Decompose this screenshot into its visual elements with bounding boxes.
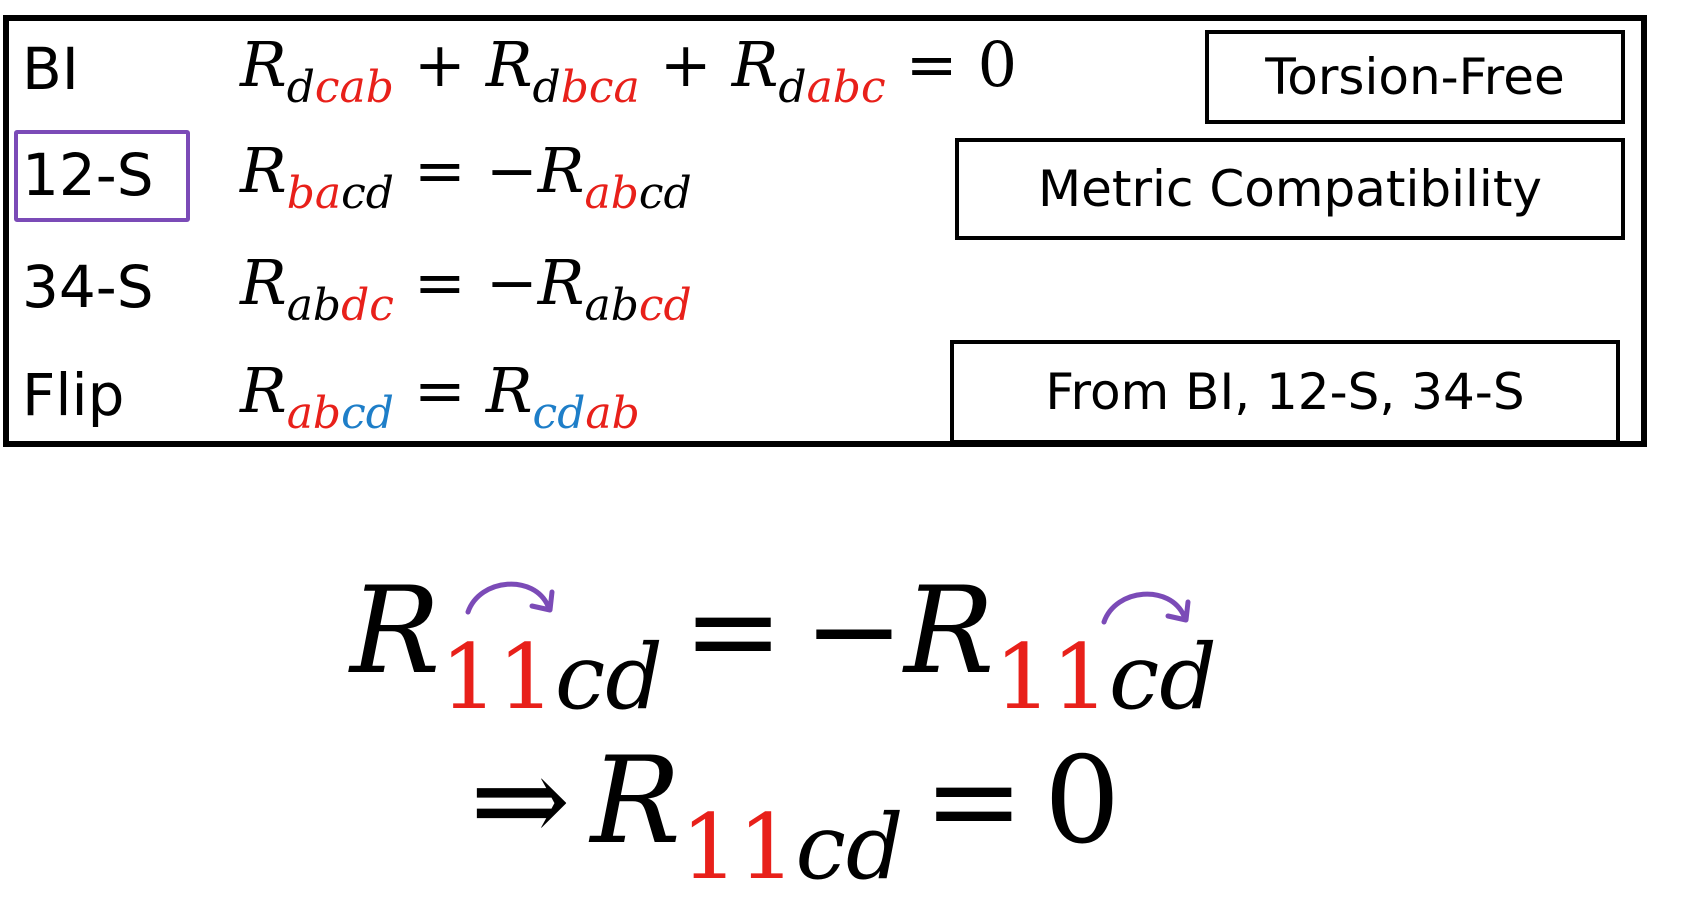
operator-symbol: ⇒ [470, 732, 571, 871]
operator-symbol: = [905, 28, 958, 101]
riemann-symbol: R [485, 354, 533, 427]
operator-symbol: = [923, 732, 1025, 871]
swap-arrow-icon-right [1101, 591, 1191, 625]
operator-symbol: = [413, 354, 466, 427]
index-subscript: d [286, 62, 315, 113]
riemann-symbol: R [240, 28, 287, 101]
index-subscript: d [532, 62, 561, 113]
riemann-symbol: R [240, 246, 287, 319]
rules-table-frame [3, 15, 1647, 447]
index-subscript: 11 [994, 625, 1109, 730]
index-subscript: cd [638, 168, 692, 219]
riemann-symbol: R [485, 28, 533, 101]
index-subscript: 11 [440, 625, 555, 730]
index-subscript: cd [1108, 625, 1217, 730]
index-subscript: ba [286, 168, 342, 219]
operator-symbol: = [682, 562, 784, 701]
index-subscript: ab [584, 280, 639, 331]
note-from-bi-12s-34s: From BI, 12-S, 34-S [950, 340, 1620, 444]
index-subscript: cd [795, 795, 904, 900]
swap-arrow-icon-left [465, 581, 555, 615]
index-subscript: ab [584, 168, 639, 219]
operator-symbol: + [413, 28, 466, 101]
equation-bi: Rdcab + Rdbca + Rdabc = 0 [240, 34, 1017, 110]
row-label-34s: 34-S [22, 253, 154, 321]
row-label-flip: Flip [22, 361, 125, 429]
operator-symbol: = [413, 246, 466, 319]
index-subscript: ab [286, 280, 342, 331]
equation-12s: Rbacd = −Rabcd [240, 140, 692, 216]
highlight-12s-box [14, 130, 190, 222]
index-subscript: ab [585, 388, 640, 439]
riemann-symbol: −R [803, 562, 995, 701]
riemann-symbol: −R [485, 134, 585, 207]
riemann-symbol: R [240, 354, 287, 427]
index-subscript: bca [560, 62, 640, 113]
index-subscript: cd [341, 168, 394, 219]
riemann-symbol: R [731, 28, 779, 101]
row-label-bi: BI [22, 35, 79, 103]
riemann-symbol: −R [485, 246, 585, 319]
index-subscript: abc [806, 62, 886, 113]
derivation-line-2: ⇒ R11cd = 0 [450, 742, 1120, 893]
index-subscript: cd [638, 280, 692, 331]
row-label-12s: 12-S [22, 141, 154, 209]
note-torsion-free: Torsion-Free [1205, 30, 1625, 124]
equation-flip: Rabcd = Rcdab [240, 360, 640, 436]
index-subscript: cd [554, 625, 663, 730]
riemann-symbol: R [590, 732, 681, 871]
derivation-line-1: R11cd = −R11cd [350, 572, 1217, 723]
equation-34s: Rabdc = −Rabcd [240, 252, 692, 328]
index-subscript: ab [286, 388, 342, 439]
note-metric-compatibility: Metric Compatibility [955, 138, 1625, 240]
number-value: 0 [1044, 732, 1121, 871]
index-subscript: cab [314, 62, 394, 113]
number-value: 0 [977, 28, 1018, 101]
index-subscript: 11 [680, 795, 796, 900]
operator-symbol: + [659, 28, 712, 101]
index-subscript: dc [341, 280, 394, 331]
index-subscript: d [778, 62, 807, 113]
riemann-symbol: R [240, 134, 287, 207]
operator-symbol: = [413, 134, 466, 207]
index-subscript: cd [532, 388, 586, 439]
riemann-symbol: R [350, 562, 441, 701]
index-subscript: cd [341, 388, 394, 439]
